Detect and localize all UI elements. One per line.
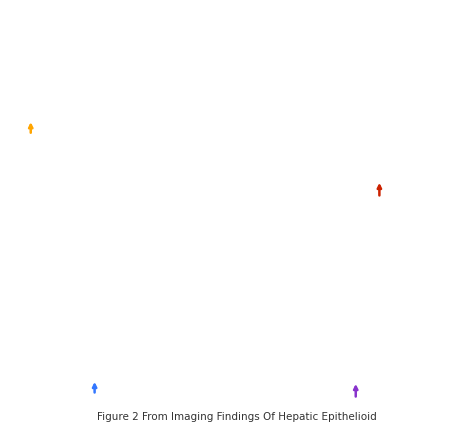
Text: D: D [247,211,258,225]
Text: C: C [9,211,20,225]
Text: A: A [9,8,20,22]
Text: B: B [247,8,257,22]
Text: Figure 2 From Imaging Findings Of Hepatic Epithelioid: Figure 2 From Imaging Findings Of Hepati… [97,412,377,422]
